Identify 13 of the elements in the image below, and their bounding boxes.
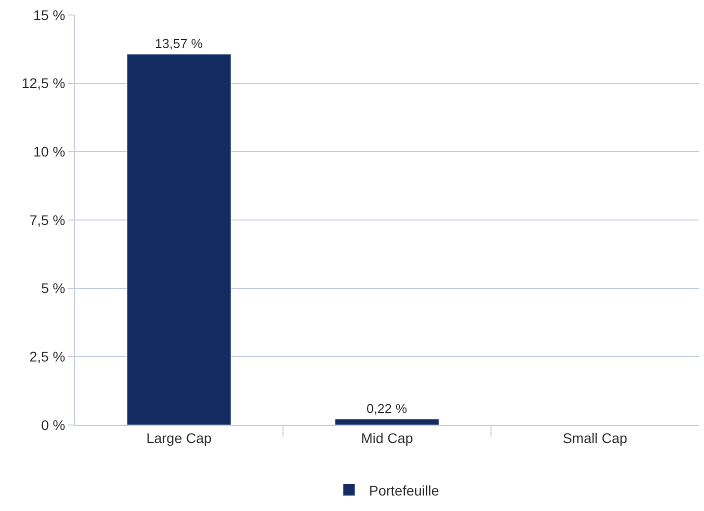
y-tick-label: 10 % bbox=[33, 144, 66, 160]
y-tick-label: 0 % bbox=[41, 416, 66, 433]
y-tick-label: 5 % bbox=[41, 280, 66, 296]
legend-label: Portefeuille bbox=[369, 482, 440, 498]
y-tick-label: 7,5 % bbox=[29, 212, 66, 228]
y-tick-label: 2,5 % bbox=[29, 348, 66, 365]
y-tick-label: 12,5 % bbox=[22, 75, 66, 92]
data-label: 0,22 % bbox=[366, 400, 408, 416]
data-label: 13,57 % bbox=[154, 36, 204, 52]
x-tick-label: Small Cap bbox=[562, 430, 628, 446]
x-tick-label: Large Cap bbox=[146, 430, 212, 446]
x-tick-label: Mid Cap bbox=[360, 430, 414, 446]
y-tick-label: 15 % bbox=[33, 6, 66, 23]
